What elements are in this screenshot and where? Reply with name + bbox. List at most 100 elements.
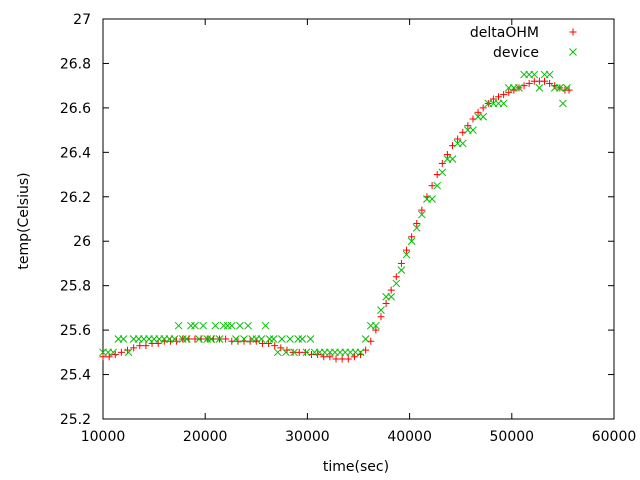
data-point: [372, 326, 380, 334]
data-point: [464, 122, 472, 130]
y-tick-label: 26.4: [60, 145, 91, 161]
data-point: [124, 346, 132, 354]
data-point: [174, 321, 183, 330]
data-point: [306, 335, 315, 343]
data-point: [277, 335, 286, 343]
data-point: [469, 126, 477, 134]
data-point: [191, 335, 199, 343]
data-point: [215, 335, 224, 343]
data-point: [428, 195, 436, 203]
data-point: [555, 84, 564, 92]
data-point: [403, 246, 411, 254]
data-point: [499, 99, 508, 108]
data-point: [294, 335, 303, 343]
data-point: [199, 321, 208, 330]
data-point: [545, 70, 554, 79]
data-point: [525, 79, 533, 87]
y-tick-label: 26: [73, 234, 91, 250]
data-point: [412, 224, 421, 232]
data-point: [301, 348, 309, 356]
data-point: [182, 335, 191, 343]
y-tick-label: 26.8: [60, 56, 91, 72]
data-point: [535, 84, 544, 92]
data-point: [124, 348, 133, 357]
data-point: [438, 159, 446, 167]
x-tick-label: 30000: [285, 429, 330, 445]
data-point: [211, 321, 220, 330]
data-point: [223, 321, 232, 330]
x-axis-label: time(sec): [323, 459, 389, 475]
data-point: [105, 353, 113, 361]
data-point: [402, 250, 411, 259]
legend-label-device: device: [493, 45, 539, 61]
data-point: [541, 77, 549, 85]
data-point: [109, 348, 118, 357]
data-point: [290, 348, 298, 357]
data-point: [282, 348, 290, 357]
data-point: [563, 84, 571, 92]
data-point: [170, 335, 179, 343]
data-point: [320, 353, 328, 361]
y-tick-label: 26.2: [60, 190, 91, 206]
data-point: [546, 79, 554, 87]
data-point: [479, 104, 487, 112]
x-tick-label: 20000: [183, 429, 228, 445]
data-point: [438, 168, 447, 177]
data-point: [302, 348, 311, 357]
data-point: [350, 353, 358, 361]
data-point: [500, 91, 508, 99]
data-point: [382, 299, 390, 307]
legend-marker-glyph: [569, 28, 577, 36]
data-point: [433, 181, 442, 190]
data-point: [413, 219, 421, 227]
data-point: [530, 70, 539, 79]
x-tick-label: 40000: [387, 429, 432, 445]
data-point: [265, 335, 274, 343]
data-point: [326, 353, 334, 361]
data-point: [454, 135, 462, 143]
data-point: [344, 355, 352, 363]
data-point: [489, 95, 497, 103]
data-point: [244, 321, 252, 330]
legend-marker-device: [569, 48, 577, 56]
data-point: [240, 335, 248, 343]
data-point: [361, 335, 370, 343]
data-point: [338, 355, 346, 363]
legend-marker-glyph: [569, 48, 577, 56]
data-point: [356, 348, 365, 357]
data-point: [397, 266, 406, 274]
data-point: [458, 139, 467, 148]
data-point: [117, 348, 125, 356]
data-point: [257, 335, 266, 343]
y-tick-label: 25.6: [60, 323, 91, 339]
data-point: [479, 112, 488, 121]
data-point: [298, 335, 307, 343]
data-point: [377, 306, 385, 314]
data-point: [142, 342, 150, 350]
data-point: [207, 335, 216, 343]
data-point: [222, 335, 230, 343]
y-tick-label: 25.4: [60, 368, 91, 384]
data-point: [559, 99, 567, 108]
data-point: [515, 84, 523, 92]
data-point: [418, 210, 426, 219]
data-point: [219, 321, 228, 330]
data-point: [195, 335, 203, 343]
y-tick-label: 25.8: [60, 279, 91, 295]
data-point: [136, 342, 144, 350]
legend-marker-deltaohm: [569, 28, 577, 36]
data-point: [407, 237, 416, 246]
x-tick-label: 50000: [490, 429, 535, 445]
data-point: [443, 151, 451, 159]
data-point: [392, 273, 400, 281]
data-point: [397, 259, 405, 267]
data-point: [372, 321, 380, 330]
data-point: [258, 339, 266, 347]
y-tick-label: 26.6: [60, 101, 91, 117]
data-point: [448, 155, 457, 163]
y-tick-label: 27: [73, 12, 91, 28]
data-point: [387, 286, 395, 294]
data-point: [99, 353, 107, 361]
x-tick-label: 60000: [592, 429, 637, 445]
data-point: [418, 206, 426, 214]
